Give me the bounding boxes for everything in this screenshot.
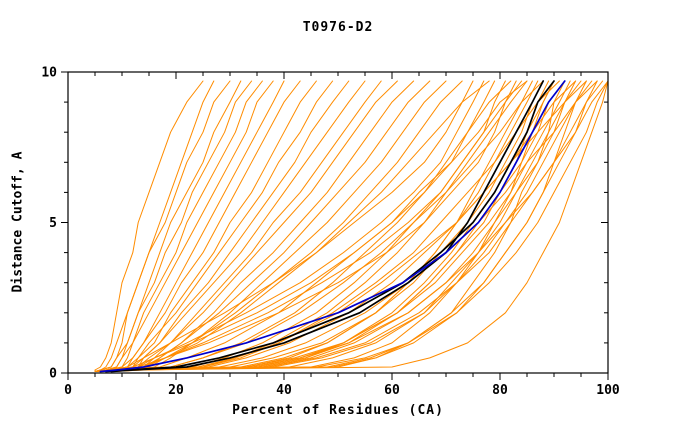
prediction-line [94, 80, 204, 372]
reference-line-1 [104, 80, 555, 373]
y-axis-label: Distance Cutoff, A [10, 151, 26, 293]
prediction-line [94, 80, 587, 372]
y-tick-label: 0 [49, 367, 57, 382]
x-tick-label: 40 [276, 383, 292, 398]
prediction-line [99, 80, 350, 372]
prediction-line [94, 80, 231, 372]
y-tick-label: 10 [41, 66, 57, 81]
x-tick-label: 20 [168, 383, 184, 398]
prediction-line [94, 80, 609, 372]
prediction-line [94, 80, 512, 372]
chart-title: T0976-D2 [302, 20, 374, 35]
prediction-line [94, 80, 253, 372]
prediction-line [99, 80, 571, 372]
prediction-line [105, 80, 566, 372]
prediction-line [99, 80, 285, 372]
prediction-line [94, 80, 555, 372]
prediction-line [105, 80, 550, 372]
prediction-line [99, 80, 317, 372]
prediction-line [99, 80, 263, 372]
prediction-line [110, 80, 566, 372]
x-tick-label: 80 [492, 383, 508, 398]
prediction-line [99, 80, 577, 372]
prediction-line [94, 80, 366, 372]
prediction-line [105, 80, 598, 372]
best-model-line [99, 80, 566, 373]
prediction-line [94, 80, 496, 372]
prediction-line [99, 80, 506, 372]
prediction-line [105, 80, 609, 372]
prediction-line [94, 80, 474, 372]
prediction-line [99, 80, 593, 372]
x-tick-label: 60 [384, 383, 400, 398]
x-axis-label: Percent of Residues (CA) [232, 403, 444, 418]
reference-line-2 [110, 80, 545, 373]
prediction-line [99, 80, 604, 372]
x-tick-label: 100 [596, 383, 620, 398]
prediction-line [94, 80, 301, 372]
prediction-line [94, 80, 274, 372]
prediction-line [105, 80, 447, 372]
prediction-line [99, 80, 528, 372]
prediction-line [99, 80, 609, 372]
y-tick-label: 5 [49, 216, 57, 231]
prediction-line [99, 80, 485, 372]
x-tick-label: 0 [64, 383, 72, 398]
prediction-line [110, 80, 587, 372]
prediction-line [105, 80, 544, 372]
